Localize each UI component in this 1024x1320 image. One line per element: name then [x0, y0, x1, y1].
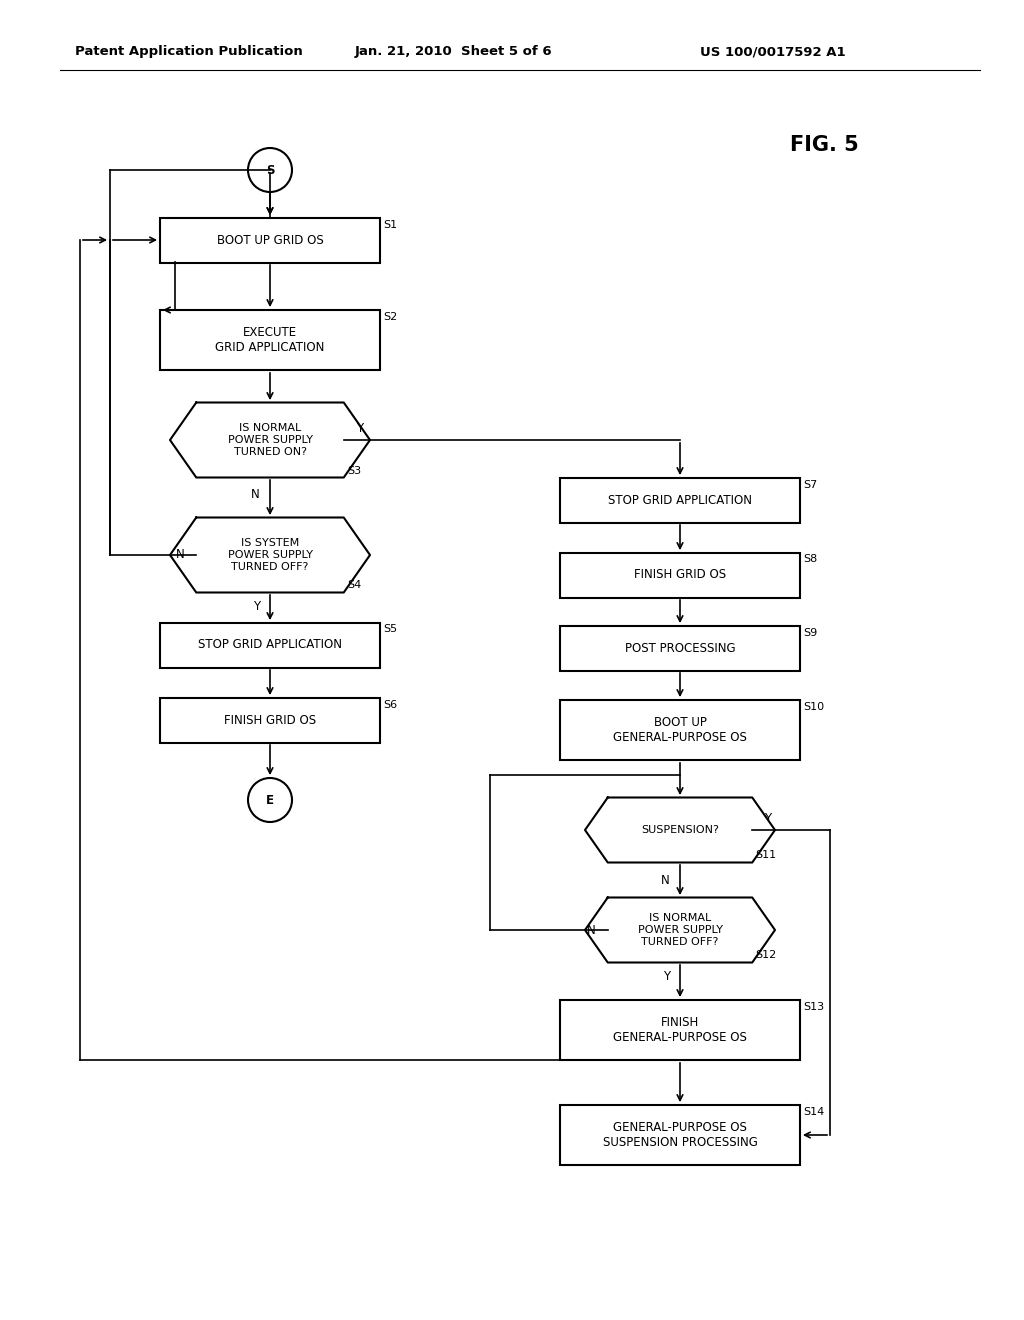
Text: FINISH
GENERAL-PURPOSE OS: FINISH GENERAL-PURPOSE OS	[613, 1016, 746, 1044]
Text: S2: S2	[383, 312, 397, 322]
Text: Y: Y	[764, 812, 771, 825]
Text: N: N	[175, 549, 184, 561]
Text: S10: S10	[803, 702, 824, 711]
Text: IS NORMAL
POWER SUPPLY
TURNED OFF?: IS NORMAL POWER SUPPLY TURNED OFF?	[638, 913, 723, 946]
Text: N: N	[662, 874, 670, 887]
Text: S: S	[266, 164, 274, 177]
Text: S12: S12	[756, 950, 776, 961]
Text: N: N	[587, 924, 596, 936]
Text: N: N	[251, 488, 260, 502]
Text: S9: S9	[803, 627, 817, 638]
Text: S14: S14	[803, 1107, 824, 1117]
Bar	[560, 1001, 800, 1060]
Text: EXECUTE
GRID APPLICATION: EXECUTE GRID APPLICATION	[215, 326, 325, 354]
Text: FINISH GRID OS: FINISH GRID OS	[634, 569, 726, 582]
Text: IS NORMAL
POWER SUPPLY
TURNED ON?: IS NORMAL POWER SUPPLY TURNED ON?	[227, 424, 312, 457]
Text: GENERAL-PURPOSE OS
SUSPENSION PROCESSING: GENERAL-PURPOSE OS SUSPENSION PROCESSING	[602, 1121, 758, 1148]
Text: STOP GRID APPLICATION: STOP GRID APPLICATION	[608, 494, 752, 507]
Text: E: E	[266, 793, 274, 807]
Text: S13: S13	[803, 1002, 824, 1012]
Bar	[160, 218, 380, 263]
Bar	[560, 478, 800, 523]
Text: Y: Y	[355, 421, 362, 434]
Text: S6: S6	[383, 700, 397, 710]
Bar	[160, 697, 380, 742]
Bar	[160, 623, 380, 668]
Text: POST PROCESSING: POST PROCESSING	[625, 642, 735, 655]
Bar	[560, 553, 800, 598]
Bar	[160, 310, 380, 370]
Text: S4: S4	[347, 581, 361, 590]
Text: Patent Application Publication: Patent Application Publication	[75, 45, 303, 58]
Text: FINISH GRID OS: FINISH GRID OS	[224, 714, 316, 726]
Text: Y: Y	[663, 970, 670, 983]
Text: BOOT UP
GENERAL-PURPOSE OS: BOOT UP GENERAL-PURPOSE OS	[613, 715, 746, 744]
Text: IS SYSTEM
POWER SUPPLY
TURNED OFF?: IS SYSTEM POWER SUPPLY TURNED OFF?	[227, 539, 312, 572]
Bar	[560, 700, 800, 760]
Text: S5: S5	[383, 624, 397, 635]
Text: Y: Y	[253, 601, 260, 614]
Text: S7: S7	[803, 479, 817, 490]
Text: STOP GRID APPLICATION: STOP GRID APPLICATION	[198, 639, 342, 652]
Text: S3: S3	[347, 466, 360, 475]
Bar	[560, 626, 800, 671]
Text: S1: S1	[383, 219, 397, 230]
Text: Jan. 21, 2010  Sheet 5 of 6: Jan. 21, 2010 Sheet 5 of 6	[355, 45, 553, 58]
Text: S11: S11	[756, 850, 776, 861]
Text: SUSPENSION?: SUSPENSION?	[641, 825, 719, 836]
Bar	[560, 1105, 800, 1166]
Text: FIG. 5: FIG. 5	[790, 135, 859, 154]
Text: BOOT UP GRID OS: BOOT UP GRID OS	[217, 234, 324, 247]
Text: US 100/0017592 A1: US 100/0017592 A1	[700, 45, 846, 58]
Text: S8: S8	[803, 554, 817, 565]
